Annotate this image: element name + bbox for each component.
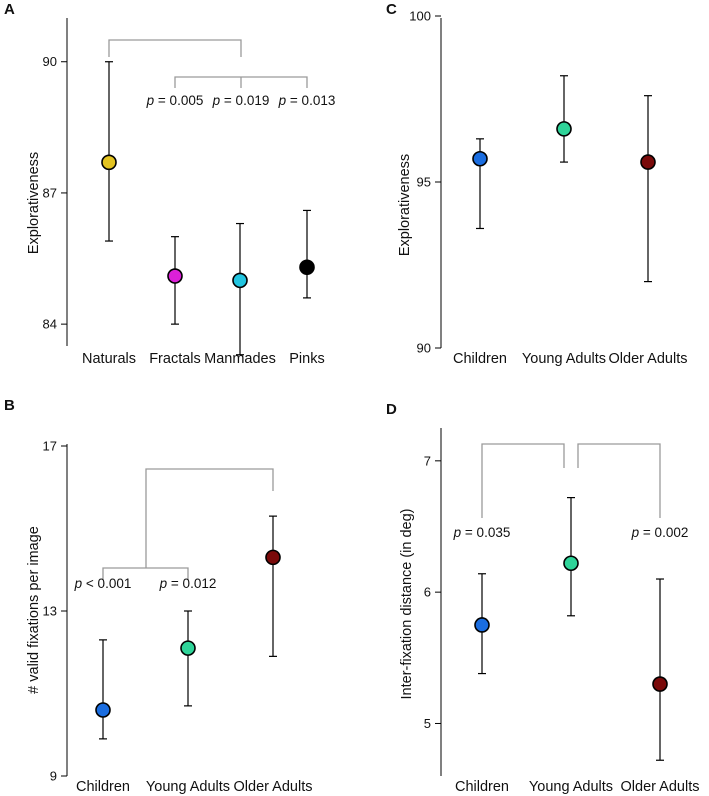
- panel-c-error-bars: [476, 75, 652, 283]
- panel-b: B # valid fixations per image 9 13 17 Chil…: [4, 397, 313, 795]
- panel-c-label: C: [386, 1, 397, 18]
- panel-b-x-label: Young Adults: [146, 779, 230, 795]
- panel-a: A Explorativeness 84 87 90 Naturals Fractal…: [4, 1, 335, 367]
- panel-a-significance-brackets: [108, 39, 308, 88]
- panel-b-y-ticks: 9 13 17: [43, 439, 67, 784]
- panel-a-bracket-outer: [108, 39, 242, 57]
- panel-d: D Inter-fixation distance (in deg) 5 6 7 C…: [386, 401, 700, 795]
- panel-d-bracket-right: [577, 443, 661, 518]
- panel-a-x-labels: Naturals Fractals Manmades Pinks: [82, 351, 325, 367]
- panel-d-significance-labels: p = 0.035 p = 0.002: [453, 525, 689, 540]
- panel-a-point-manmades: [232, 272, 248, 289]
- panel-d-y-tick-label: 7: [424, 453, 431, 468]
- panel-b-label: B: [4, 397, 15, 414]
- panel-a-y-tick-label: 90: [43, 54, 57, 69]
- panel-c-y-axis-label: Explorativeness: [397, 154, 413, 256]
- panel-c-point-older-adults: [640, 154, 656, 170]
- panel-b-bracket-inner: [102, 567, 189, 580]
- panel-d-point-older-adults: [652, 676, 668, 692]
- panel-a-point-pinks: [299, 259, 315, 276]
- panel-d-p-value: p = 0.002: [631, 525, 689, 540]
- panel-c-x-label: Children: [453, 351, 507, 367]
- panel-c-y-tick-label: 100: [409, 9, 431, 24]
- panel-a-points: [101, 154, 315, 289]
- panel-b-bracket-outer: [145, 468, 274, 568]
- panel-d-x-labels: Children Young Adults Older Adults: [455, 779, 700, 795]
- panel-d-points: [474, 555, 668, 692]
- panel-b-y-tick-label: 9: [50, 769, 57, 784]
- panel-c-y-tick-label: 90: [417, 341, 431, 356]
- panel-b-significance-labels: p < 0.001 p = 0.012: [74, 576, 217, 591]
- panel-d-y-axis-label: Inter-fixation distance (in deg): [399, 508, 415, 699]
- panel-b-point-young-adults: [180, 640, 196, 656]
- panel-b-error-bars: [99, 515, 277, 740]
- panel-d-point-children: [474, 617, 490, 633]
- panel-a-x-label: Manmades: [204, 351, 276, 367]
- panel-b-p-value: p = 0.012: [159, 576, 217, 591]
- panel-d-y-ticks: 5 6 7: [424, 453, 441, 731]
- panel-d-significance-brackets: [481, 443, 661, 518]
- panel-b-x-label: Older Adults: [234, 779, 313, 795]
- panel-a-p-value: p = 0.019: [212, 93, 270, 108]
- panel-d-p-value: p = 0.035: [453, 525, 511, 540]
- panel-a-p-value: p = 0.005: [146, 93, 204, 108]
- panel-c-y-ticks: 90 95 100: [409, 9, 441, 356]
- panel-a-p-value: p = 0.013: [278, 93, 336, 108]
- panel-b-points: [95, 549, 281, 718]
- panel-b-y-tick-label: 17: [43, 439, 57, 454]
- panel-c-x-label: Older Adults: [609, 351, 688, 367]
- panel-a-y-tick-label: 87: [43, 185, 57, 200]
- panel-b-y-tick-label: 13: [43, 604, 57, 619]
- panel-a-label: A: [4, 1, 15, 18]
- panel-d-x-label: Children: [455, 779, 509, 795]
- panel-a-x-label: Naturals: [82, 351, 136, 367]
- panel-b-p-value: p < 0.001: [74, 576, 132, 591]
- panel-a-point-naturals: [101, 154, 117, 171]
- panel-b-y-axis-label: # valid fixations per image: [26, 526, 42, 694]
- panel-c-x-labels: Children Young Adults Older Adults: [453, 351, 688, 367]
- panel-d-bracket-left: [481, 443, 565, 518]
- panel-b-point-older-adults: [265, 549, 281, 566]
- panel-d-y-tick-label: 5: [424, 716, 431, 731]
- panel-b-point-children: [95, 702, 111, 718]
- panel-a-y-axis-label: Explorativeness: [26, 152, 42, 254]
- panel-d-point-young-adults: [563, 555, 579, 572]
- panel-c-point-young-adults: [556, 121, 572, 137]
- panel-d-x-label: Older Adults: [621, 779, 700, 795]
- panel-c: C Explorativeness 90 95 100 Children Young …: [386, 1, 688, 367]
- panel-a-x-label: Pinks: [289, 351, 324, 367]
- panel-c-x-label: Young Adults: [522, 351, 606, 367]
- panel-a-y-ticks: 84 87 90: [43, 54, 67, 332]
- panel-a-x-label: Fractals: [149, 351, 201, 367]
- panel-a-y-tick-label: 84: [43, 317, 57, 332]
- panel-d-x-label: Young Adults: [529, 779, 613, 795]
- panel-b-x-labels: Children Young Adults Older Adults: [76, 779, 313, 795]
- panel-d-label: D: [386, 401, 397, 418]
- panel-d-y-tick-label: 6: [424, 585, 431, 600]
- panel-c-y-tick-label: 95: [417, 175, 431, 190]
- panel-c-points: [472, 121, 656, 170]
- panel-a-significance-labels: p = 0.005 p = 0.019 p = 0.013: [146, 93, 336, 108]
- panel-b-significance-brackets: [102, 468, 274, 580]
- panel-c-point-children: [472, 150, 488, 167]
- panel-a-point-fractals: [167, 268, 183, 284]
- panel-b-x-label: Children: [76, 779, 130, 795]
